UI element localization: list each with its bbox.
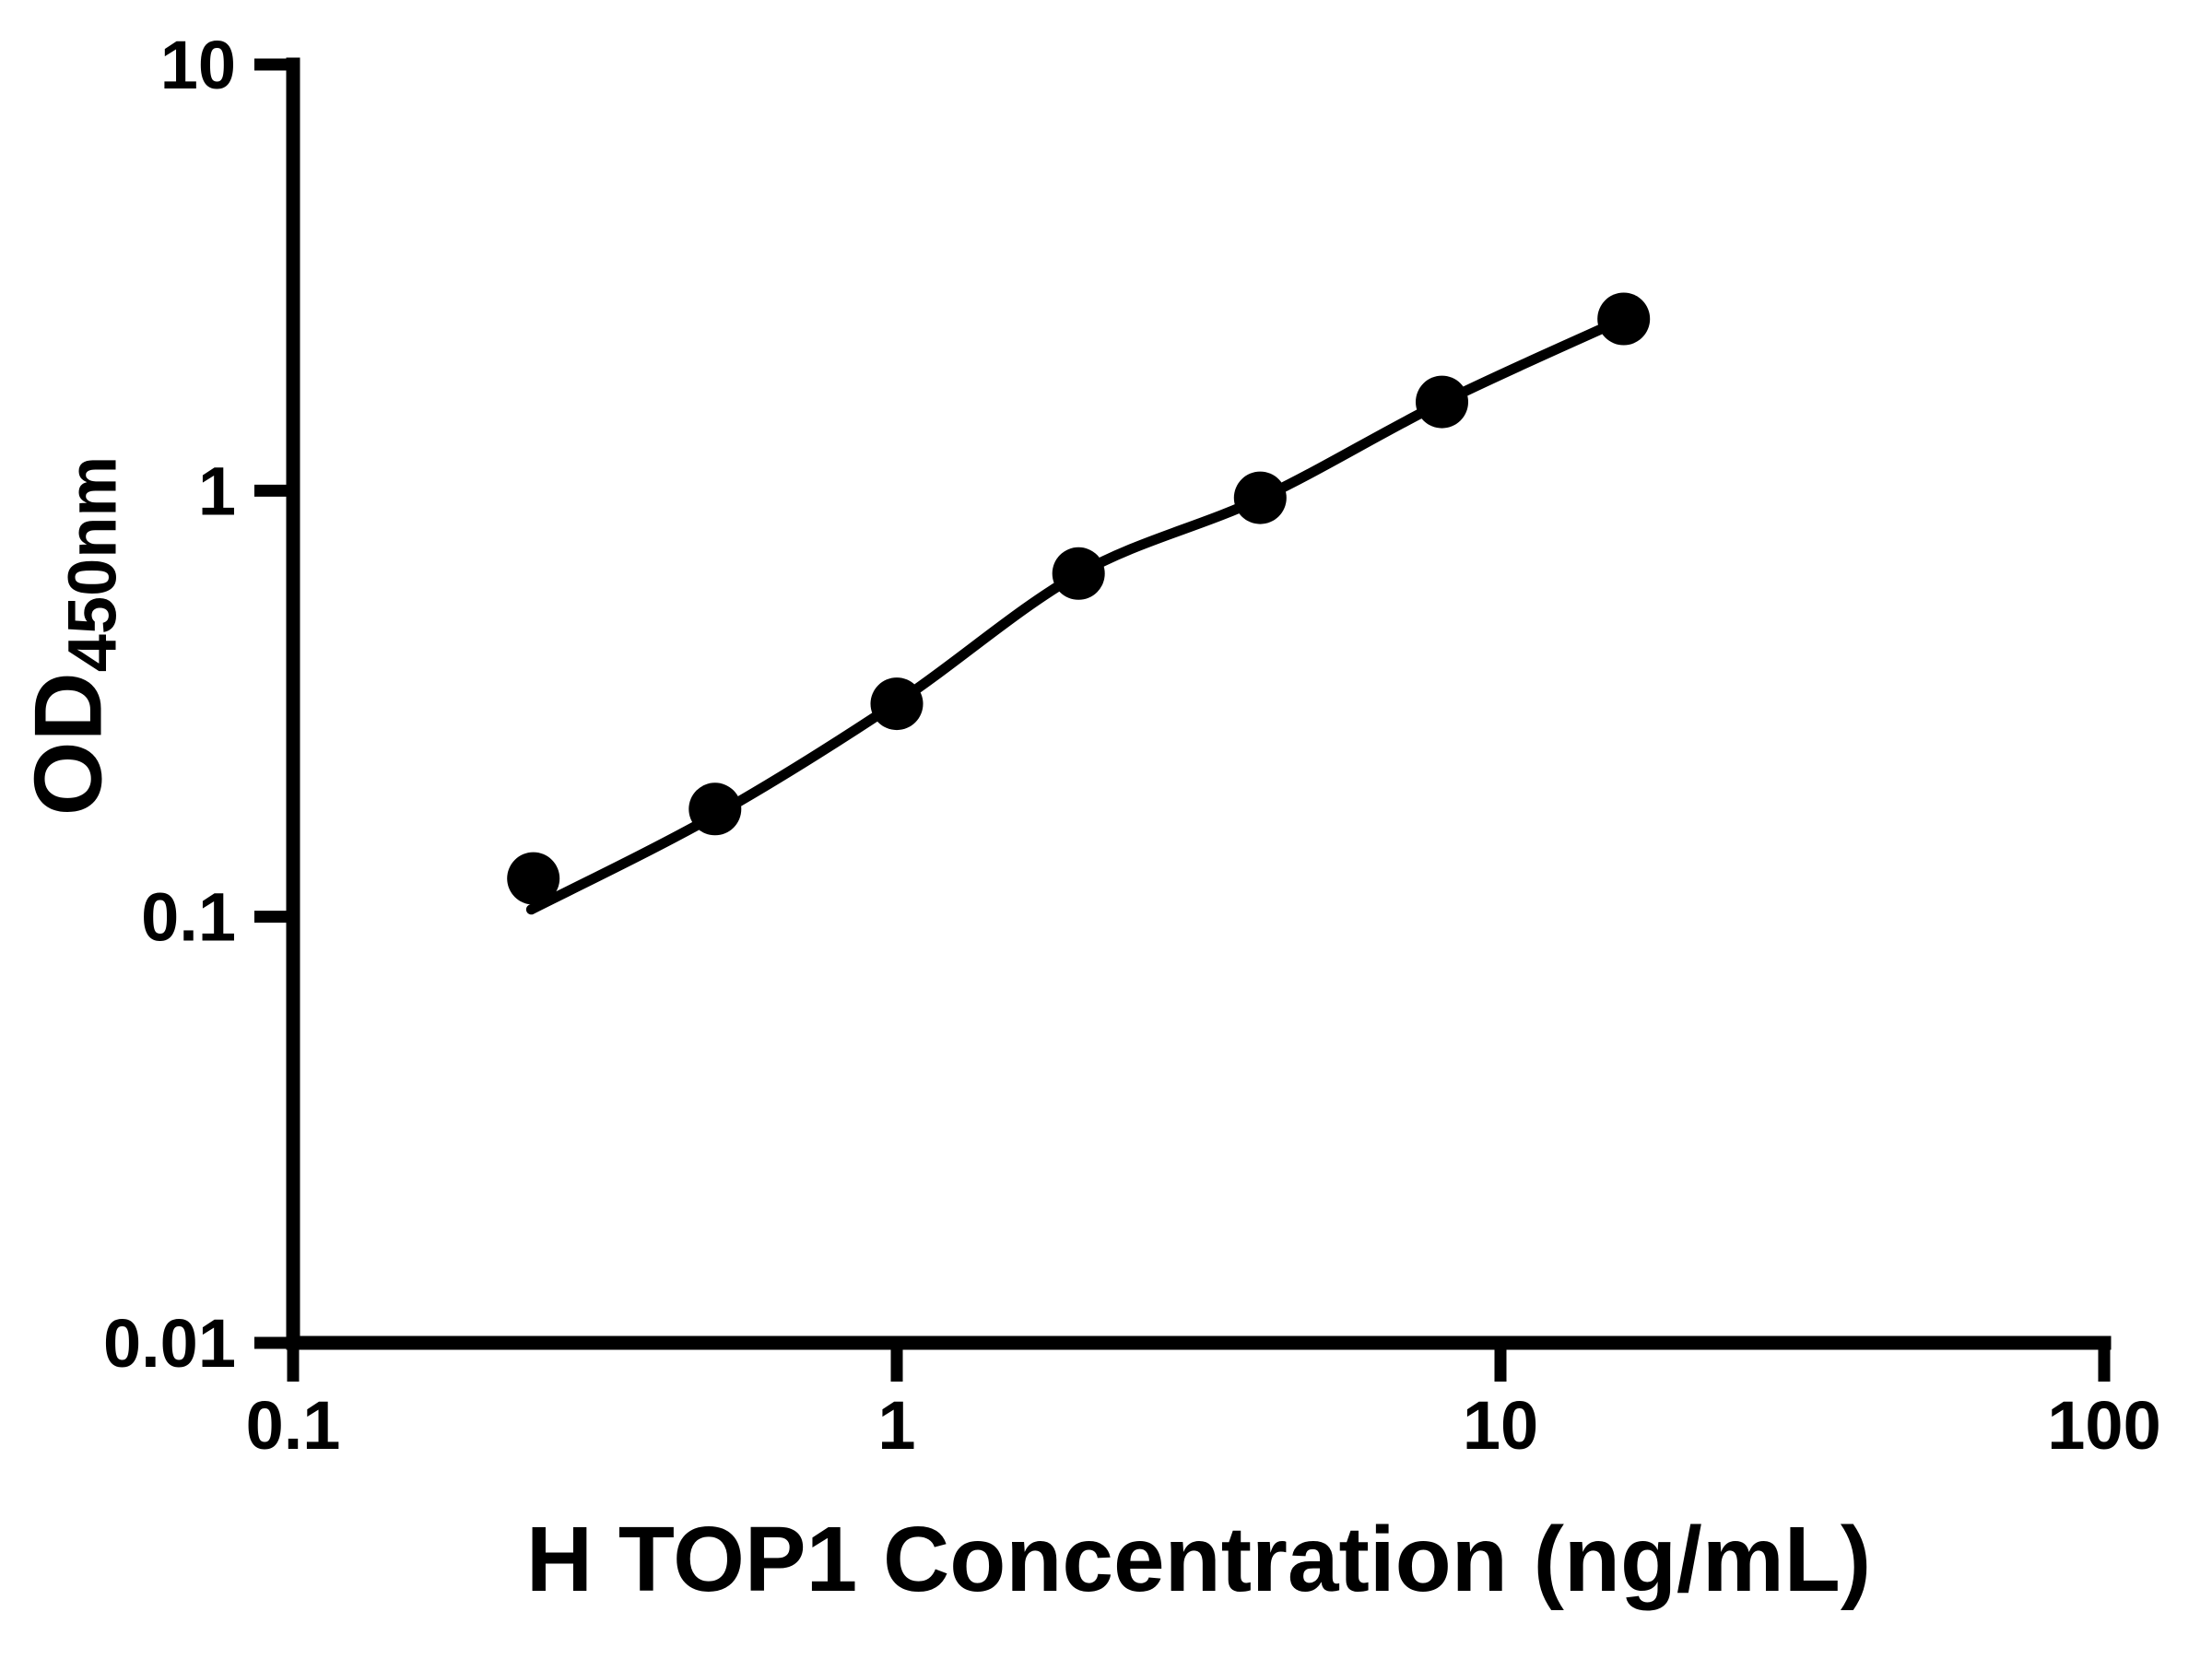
data-point-marker [688,782,742,836]
x-axis-title: H TOP1 Concentration (ng/mL) [525,1508,1872,1611]
data-point-marker [1597,292,1651,346]
x-tick-label: 10 [1463,1387,1538,1464]
y-tick-label: 10 [160,27,236,103]
y-tick-label: 0.1 [141,879,236,956]
data-point-marker [870,677,924,731]
y-tick-label: 0.01 [103,1305,236,1382]
y-axis-title-subscript: 450nm [53,455,131,673]
y-axis-title-main: OD [15,672,123,817]
x-tick-label: 1 [877,1387,915,1464]
y-tick-label: 1 [198,453,236,529]
data-point-marker [1416,375,1468,429]
x-tick-label: 0.1 [246,1387,341,1464]
x-tick-label: 100 [2047,1387,2160,1464]
data-point-marker [1052,547,1105,600]
y-axis-title: OD450nm [15,456,130,816]
data-point-marker [1233,471,1287,524]
data-point-marker [507,852,560,905]
